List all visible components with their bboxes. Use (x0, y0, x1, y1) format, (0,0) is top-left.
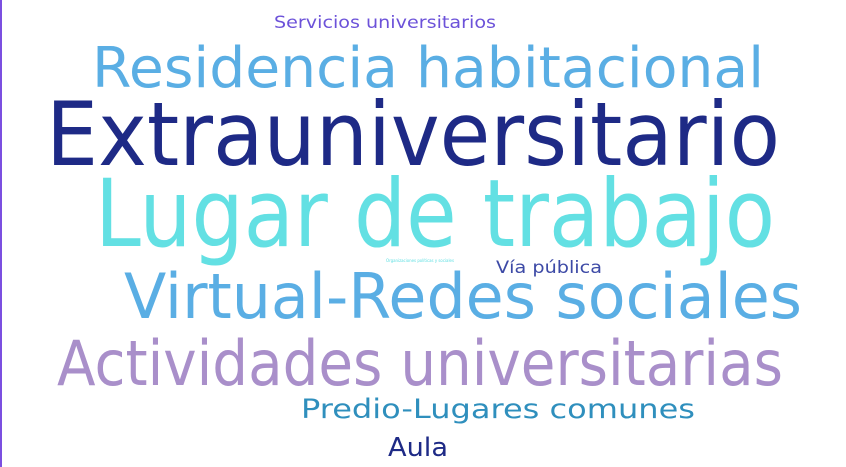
cloud-word: Extrauniversitario (46, 83, 780, 186)
cloud-word: Organizaciones políticas y sociales (386, 258, 454, 263)
cloud-word: Actividades universitarias (57, 327, 783, 400)
cloud-word: Servicios universitarios (274, 13, 496, 33)
cloud-word: Lugar de trabajo (95, 160, 775, 269)
cloud-word: Virtual-Redes sociales (124, 260, 802, 333)
cloud-word: Vía pública (496, 258, 602, 278)
cloud-word: Residencia habitacional (92, 36, 764, 101)
cloud-word: Predio-Lugares comunes (301, 394, 695, 425)
cloud-word: Aula (388, 433, 448, 463)
